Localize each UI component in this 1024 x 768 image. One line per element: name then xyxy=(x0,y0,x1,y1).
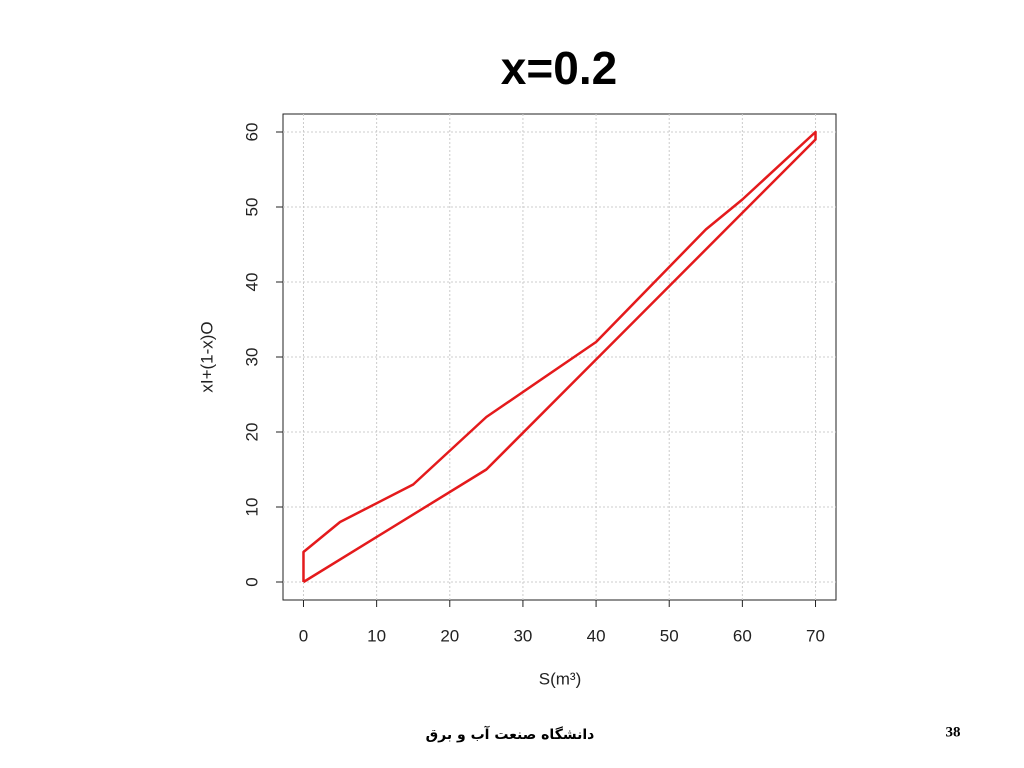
x-axis-label: S(m³) xyxy=(539,669,581,688)
chart-title: x=0.2 xyxy=(501,42,617,94)
x-tick-label: 20 xyxy=(440,626,459,645)
y-tick-label: 60 xyxy=(242,123,261,142)
x-tick-label: 60 xyxy=(733,626,752,645)
y-tick-label: 0 xyxy=(242,577,261,586)
x-tick-label: 40 xyxy=(587,626,606,645)
footer-text: دانشگاه صنعت آب و برق xyxy=(426,725,595,743)
x-tick-label: 70 xyxy=(806,626,825,645)
y-tick-label: 30 xyxy=(242,348,261,367)
y-axis-label: xI+(1-x)O xyxy=(197,321,216,392)
x-tick-label: 30 xyxy=(513,626,532,645)
x-tick-label: 10 xyxy=(367,626,386,645)
y-tick-label: 40 xyxy=(242,273,261,292)
data-line xyxy=(302,130,817,584)
page-number: 38 xyxy=(946,724,961,740)
y-tick-label: 10 xyxy=(242,498,261,517)
x-tick-label: 0 xyxy=(299,626,308,645)
x-tick-label: 50 xyxy=(660,626,679,645)
y-tick-label: 50 xyxy=(242,198,261,217)
y-tick-label: 20 xyxy=(242,423,261,442)
